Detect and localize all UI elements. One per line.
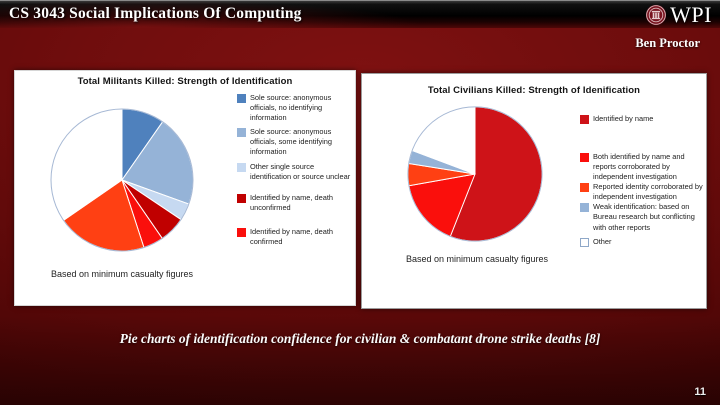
legend-swatch — [237, 163, 246, 173]
legend-swatch — [580, 203, 589, 213]
militants-chart-note: Based on minimum casualty figures — [51, 269, 194, 279]
legend-item: Identified by name — [580, 114, 706, 124]
militants-chart-title: Total Militants Killed: Strength of Iden… — [77, 76, 293, 87]
slide-caption: Pie charts of identification confidence … — [119, 331, 601, 346]
civilians-chart-panel: Total Civilians Killed: Strength of Iden… — [361, 73, 707, 309]
civilians-chart-title: Total Civilians Killed: Strength of Iden… — [427, 85, 641, 96]
legend-item: Weak identification: based on Bureau res… — [580, 202, 706, 232]
legend-label: Both identified by name and reports corr… — [593, 152, 685, 182]
legend-swatch — [580, 237, 589, 247]
legend-label: Reported identity corroborated by indepe… — [593, 182, 703, 202]
legend-swatch — [237, 193, 246, 203]
header-bar: CS 3043 Social Implications Of Computing… — [0, 0, 720, 28]
legend-item: Both identified by name and reports corr… — [580, 152, 706, 182]
legend-swatch — [237, 94, 246, 103]
legend-item: Other — [580, 237, 706, 247]
wpi-wordmark: WPI — [670, 2, 712, 27]
legend-swatch — [580, 183, 589, 193]
legend-swatch — [237, 227, 246, 237]
legend-item: Identified by name, death confirmed — [237, 227, 353, 247]
militants-pie-chart — [50, 108, 194, 252]
page-number: 11 — [694, 386, 706, 398]
legend-label: Other — [593, 236, 612, 246]
militants-chart-panel: Total Militants Killed: Strength of Iden… — [14, 70, 356, 306]
legend-label: Identified by name, death unconfirmed — [250, 192, 333, 212]
author-name: Ben Proctor — [635, 36, 700, 50]
civilians-chart-note: Based on minimum casualty figures — [406, 254, 549, 264]
legend-item: Identified by name, death unconfirmed — [237, 193, 353, 213]
legend-swatch — [237, 128, 246, 138]
civilians-pie-chart — [407, 106, 543, 242]
legend-item: Sole source: anonymous officials, some i… — [237, 127, 353, 157]
legend-swatch — [580, 115, 589, 124]
legend-label: Identified by name — [593, 114, 654, 123]
legend-item: Sole source: anonymous officials, no ide… — [237, 93, 353, 123]
legend-label: Sole source: anonymous officials, no ide… — [250, 93, 332, 123]
wpi-seal-icon — [646, 4, 667, 26]
legend-item: Other single source identification or so… — [237, 162, 353, 182]
civilians-legend: Identified by name Both identified by na… — [580, 114, 706, 247]
slide-title: CS 3043 Social Implications Of Computing — [9, 5, 302, 22]
legend-label: Other single source identification or so… — [250, 162, 351, 182]
legend-item: Reported identity corroborated by indepe… — [580, 182, 706, 202]
militants-legend: Sole source: anonymous officials, no ide… — [237, 93, 353, 247]
legend-swatch — [580, 153, 589, 163]
legend-label: Weak identification: based on Bureau res… — [593, 202, 695, 232]
legend-label: Identified by name, death confirmed — [250, 226, 333, 246]
legend-label: Sole source: anonymous officials, some i… — [250, 127, 333, 157]
wpi-logo: WPI — [645, 3, 712, 27]
